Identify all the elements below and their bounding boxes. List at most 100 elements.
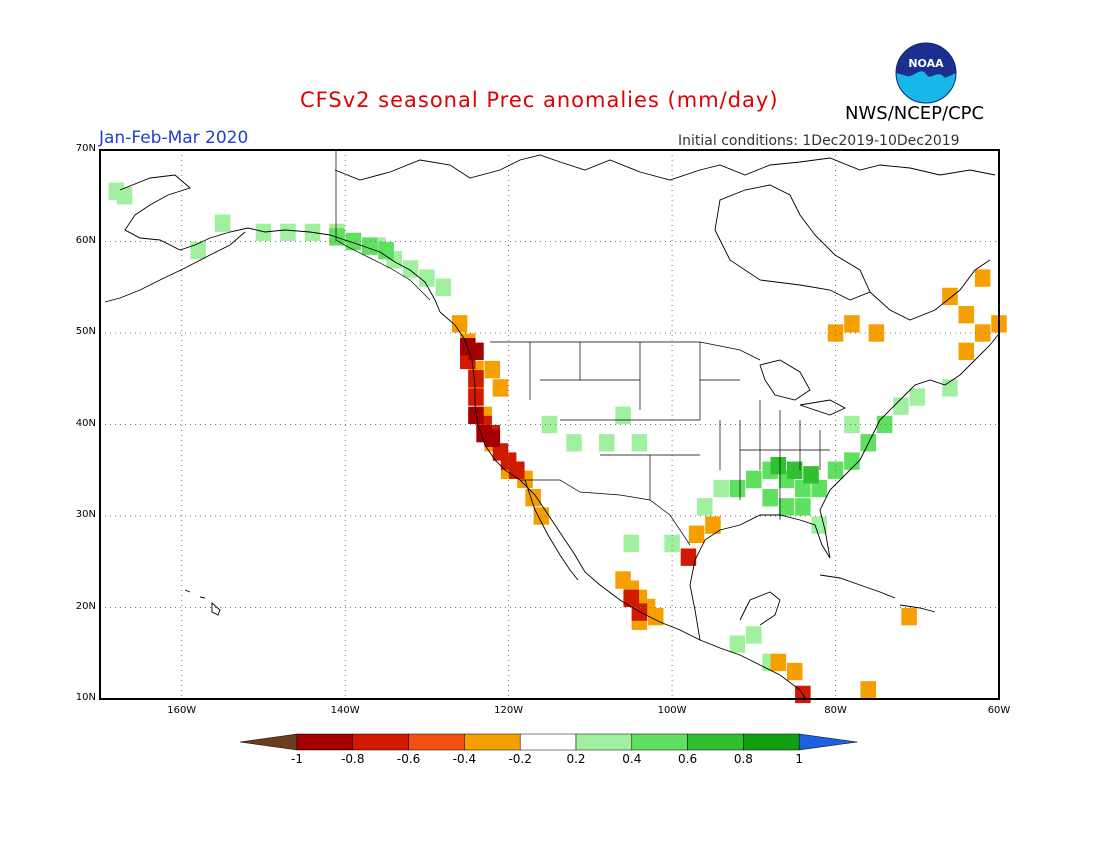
anomaly-cell-southeast-wet-light [713,479,729,498]
colorbar-swatch [575,733,633,751]
chart-title: CFSv2 seasonal Prec anomalies (mm/day) [300,88,779,112]
colorbar-swatch [464,733,521,751]
agency-label: NWS/NCEP/CPC [845,103,985,124]
anomaly-cell-east-canada-dry [868,324,885,342]
anomaly-cell-gulf-coast-dry [860,681,877,699]
colorbar-swatch [631,733,688,751]
anomaly-cell-southeast-wet [778,498,795,516]
alaska-peninsula [104,231,246,303]
anomaly-cell-southeast-wet-light [942,379,958,397]
colorbar-swatch [408,733,465,751]
anomaly-cell-southeast-wet-light [893,397,909,415]
anomaly-cell-alaska-west [190,241,206,260]
lon-tick-label: 100W [657,705,687,716]
lat-tick-label: 30N [75,509,96,520]
baja [524,479,579,581]
borders [335,150,830,546]
labrador-coast [869,259,991,321]
colorbar-swatch [743,733,800,751]
anomaly-cell-alaska-west [419,269,435,287]
colorbar-tick-label: 0.2 [566,752,586,766]
anomaly-cell-pacific-nw-dry [451,315,468,333]
anomaly-cell-southeast-wet-light [566,434,582,452]
anomaly-cell-pacific-nw-very-dry [468,370,484,388]
colorbar-tick-label: -0.2 [508,752,532,766]
colorbar-tick-label: 0.8 [733,752,753,766]
anomaly-cell-southeast-wet [876,415,893,434]
anomaly-cell-pacific-nw-extreme [484,429,501,447]
anomaly-cell-southeast-wet-light [729,635,746,653]
lat-tick-label: 70N [75,143,96,154]
alaska-coast [119,174,441,313]
anomaly-cell-southeast-wet [746,470,762,489]
lat-tick-label: 20N [75,600,96,612]
noaa-logo-text: NOAA [908,57,944,70]
anomaly-cell-southeast-wet [795,498,811,516]
lat-tick-label: 50N [75,326,96,337]
anomaly-cell-southeast-wet-light [623,534,639,553]
colorbar-swatch [296,733,354,751]
colorbar-max-arrow [798,733,858,751]
colorbar-swatch [519,733,577,751]
anomaly-cell-southeast-wet-light [631,434,648,452]
us-states [529,342,830,520]
cuba [819,574,896,599]
noaa-logo: NOAA [895,42,957,104]
colorbar-tick-label: -0.6 [396,752,421,766]
anomaly-cell-alaska-west [255,223,272,242]
us-canada-border [490,341,761,361]
anomaly-cell-southeast-wet-strong [770,456,787,475]
colorbar-tick-label: -0.4 [452,752,477,766]
anomaly-cell-alaska-west [280,223,296,242]
anomaly-cell-alaska-west [435,278,452,296]
anomaly-cell-southeast-wet-light [664,534,680,553]
anomaly-cell-gulf-coast-very-dry [680,548,697,566]
anomaly-cell-southeast-wet-light [598,434,615,452]
anomaly-cell-alaska-west [214,214,231,232]
colorbar-tick-label: 1 [795,752,803,766]
anomaly-cell-east-canada-dry [974,324,991,342]
anomaly-cell-pacific-nw-dry [492,379,509,397]
anomaly-cell-gulf-coast-dry [705,516,721,534]
anomaly-cell-southeast-wet-light [844,415,860,434]
anomaly-cell-mexico-west-very-dry [623,589,639,608]
anomaly-cell-gulf-coast-dry [688,525,705,543]
anomaly-cell-gulf-coast-dry [901,607,917,626]
colorbar-swatch [352,733,409,751]
anomaly-cell-pacific-nw-very-dry [509,461,525,479]
anomaly-cell-southeast-wet-light [697,498,713,516]
colorbar [239,733,858,751]
anomaly-cell-alaska-south-coast [345,232,362,251]
colorbar-tick-label: 0.6 [678,752,698,766]
lon-tick-label: 60W [987,705,1011,716]
lon-tick-label: 160W [167,705,197,716]
anomaly-cell-southeast-wet-light [746,626,762,644]
lon-tick-label: 140W [330,705,360,716]
us-west-coast [439,311,806,699]
map-frame [99,149,1000,700]
hudson-bay [714,184,871,301]
lat-tick-label: 60N [75,234,96,246]
anomaly-cell-gulf-coast-dry [786,662,803,681]
anomaly-cell-alaska-west [116,187,133,205]
colorbar-min-arrow [239,733,298,751]
alaska-canada-border [335,150,431,301]
colorbar-tick-label: -0.8 [341,752,365,766]
anomaly-cell-southeast-wet [811,479,827,498]
anomaly-cell-east-canada-dry [844,315,860,333]
lat-tick-label: 40N [75,417,96,429]
us-mexico-border [520,479,691,546]
anomaly-cell-southeast-wet-strong [803,466,819,484]
anomaly-cell-southeast-wet-light [909,388,926,406]
arctic-coast [334,154,996,181]
anomaly-cell-southeast-wet [729,479,746,498]
hispaniola [899,604,936,613]
anomaly-cell-pacific-nw-very-dry [468,388,484,406]
yucatan [739,591,781,626]
lon-tick-label: 80W [824,705,847,716]
anomaly-cell-southeast-wet [844,452,860,470]
colorbar-tick-label: -1 [291,752,303,766]
anomaly-cell-southeast-wet-strong [786,461,803,479]
lat-tick-label: 10N [75,692,96,703]
